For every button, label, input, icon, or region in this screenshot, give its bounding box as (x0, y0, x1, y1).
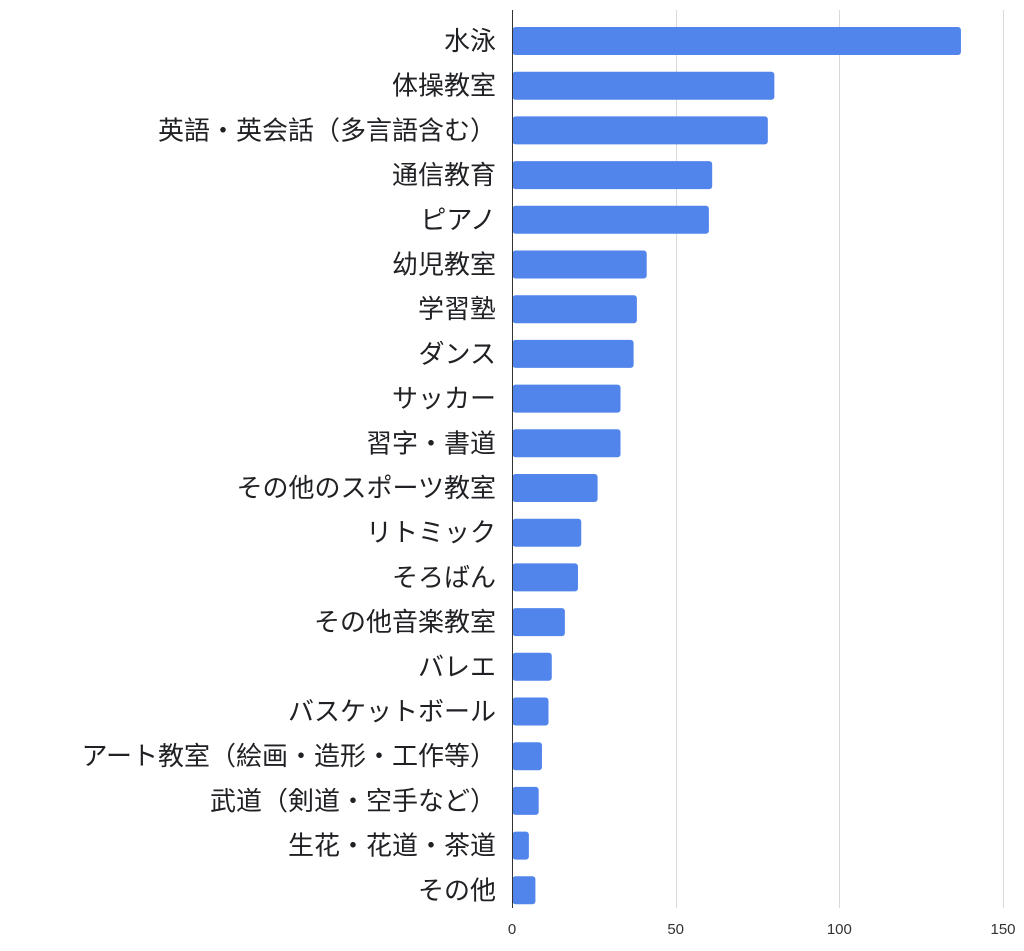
bar (512, 161, 713, 190)
category-label: 体操教室 (392, 72, 496, 102)
bar (512, 518, 582, 547)
x-tick-label: 0 (508, 921, 516, 938)
category-label: ピアノ (420, 206, 496, 236)
bar (512, 831, 529, 860)
category-label: バレエ (418, 653, 496, 683)
bar (512, 429, 621, 458)
bar (512, 384, 621, 413)
bar (512, 697, 549, 726)
category-label: 英語・英会話（多言語含む） (158, 116, 496, 146)
category-label: サッカー (392, 385, 496, 415)
bar (512, 474, 598, 502)
bar (512, 250, 647, 279)
x-tick-label: 100 (827, 921, 852, 938)
x-axis-tick-labels: 0 50 100 150 (508, 921, 1016, 938)
category-label: そろばん (392, 563, 496, 593)
bar (512, 205, 709, 234)
x-tick-label: 150 (990, 921, 1015, 938)
category-label: 通信教育 (392, 161, 496, 191)
bar (512, 116, 768, 145)
category-label: リトミック (366, 519, 496, 549)
category-label: 幼児教室 (392, 251, 496, 281)
bar (512, 295, 637, 324)
bars (512, 27, 961, 905)
category-label: その他のスポーツ教室 (237, 474, 496, 504)
category-label: ダンス (419, 340, 496, 370)
category-label: 学習塾 (418, 295, 496, 325)
bar (512, 652, 552, 681)
bar (512, 786, 539, 815)
x-tick-label: 50 (667, 921, 684, 938)
bar (512, 876, 536, 905)
gridlines (676, 10, 1004, 908)
bar (512, 742, 542, 771)
category-label: 習字・書道 (366, 429, 496, 459)
category-label: 武道（剣道・空手など） (210, 787, 496, 817)
category-label: 水泳 (444, 27, 496, 57)
category-label: その他 (418, 876, 496, 906)
bar (512, 27, 961, 55)
category-label: 生花・花道・茶道 (288, 832, 496, 862)
category-label: バスケットボール (288, 698, 496, 728)
category-label: アート教室（絵画・造形・工作等） (82, 742, 496, 772)
bar (512, 608, 565, 637)
bar (512, 71, 775, 100)
bar (512, 339, 634, 368)
category-label: その他音楽教室 (314, 608, 496, 638)
bar (512, 563, 578, 592)
